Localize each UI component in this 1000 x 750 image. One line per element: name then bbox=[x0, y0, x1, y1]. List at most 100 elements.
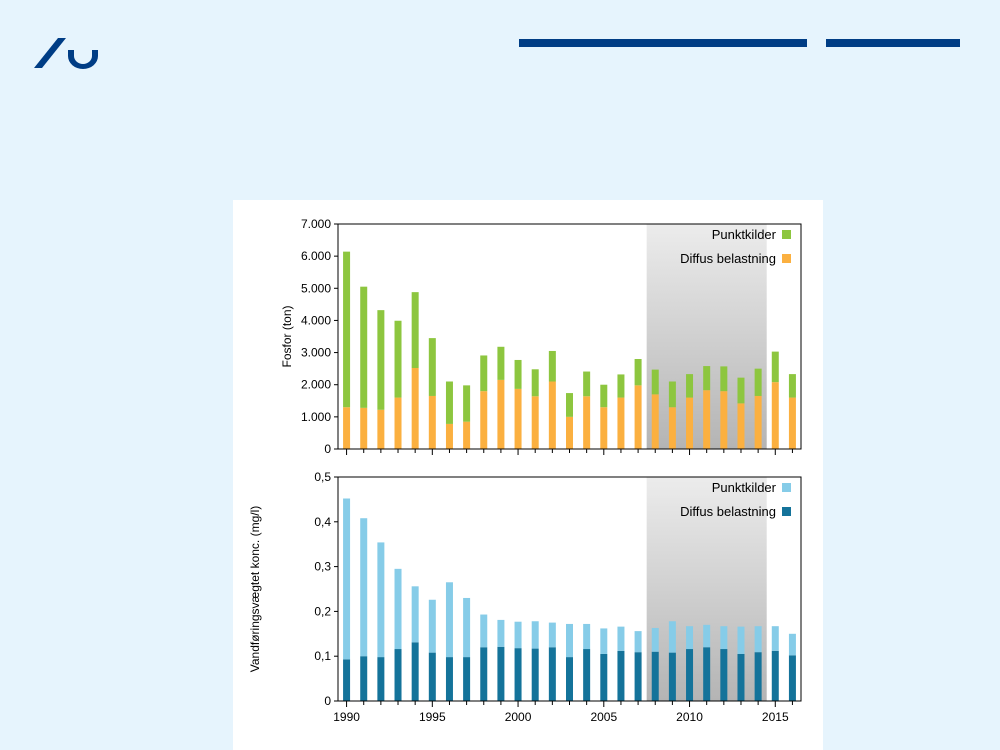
konc-bar-punktkilder bbox=[754, 626, 762, 653]
fosfor-ytick-label: 3.000 bbox=[301, 346, 331, 360]
konc-bar-punktkilder bbox=[411, 586, 419, 643]
konc-bar-punktkilder bbox=[566, 623, 573, 658]
fosfor-bar-diffus bbox=[583, 396, 591, 449]
fosfor-bar-punktkilder bbox=[394, 320, 402, 398]
konc-bar-punktkilder bbox=[617, 626, 625, 651]
fosfor-bar-diffus bbox=[497, 379, 505, 449]
fosfor-bar-diffus bbox=[651, 394, 659, 449]
konc-bar-diffus bbox=[668, 652, 676, 701]
fosfor-legend-label: Diffus belastning bbox=[680, 251, 776, 266]
header-decoration-bar-long bbox=[519, 39, 807, 47]
konc-bar-diffus bbox=[360, 656, 368, 701]
fosfor-bar-diffus bbox=[411, 368, 419, 449]
concentration-chart: 0 0,1 0,2 0,3 0,4 0,5 1990 1995 2000 2005 2010 2015… bbox=[248, 470, 802, 724]
konc-bar-punktkilder bbox=[720, 626, 728, 650]
fosfor-bar-diffus bbox=[445, 423, 453, 449]
fosfor-bar-diffus bbox=[514, 388, 522, 449]
konc-bar-diffus bbox=[737, 653, 745, 701]
fosfor-bar-diffus bbox=[703, 390, 711, 449]
konc-bar-punktkilder bbox=[377, 542, 385, 658]
konc-bar-diffus bbox=[754, 652, 762, 701]
konc-ytick-label: 0,2 bbox=[314, 604, 331, 618]
konc-bar-diffus bbox=[394, 649, 402, 701]
fosfor-bar-punktkilder bbox=[634, 359, 642, 386]
fosfor-bar-punktkilder bbox=[548, 350, 556, 382]
fosfor-bar-punktkilder bbox=[771, 351, 779, 383]
konc-bar-diffus bbox=[788, 655, 796, 701]
konc-ytick-label: 0,3 bbox=[314, 560, 331, 574]
fosfor-ytick-label: 5.000 bbox=[301, 281, 331, 295]
fosfor-bar-punktkilder bbox=[788, 374, 796, 398]
konc-bar-diffus bbox=[583, 649, 591, 701]
fosfor-legend-swatch bbox=[782, 254, 791, 263]
konc-bar-diffus bbox=[377, 657, 385, 701]
fosfor-chart: 0 1.000 2.000 3.000 4.000 5.000 6.000 7.000 Fosf… bbox=[280, 217, 802, 456]
konc-ylabel: Vandføringsvægtet konc. (mg/l) bbox=[248, 506, 262, 673]
au-logo-icon bbox=[34, 38, 98, 69]
fosfor-ytick-label: 1.000 bbox=[301, 410, 331, 424]
fosfor-bar-diffus bbox=[360, 407, 368, 449]
konc-bar-punktkilder bbox=[497, 619, 505, 647]
figure-panel: 0 1.000 2.000 3.000 4.000 5.000 6.000 7.000 Fosf… bbox=[233, 200, 823, 750]
konc-ytick-label: 0,4 bbox=[314, 515, 331, 529]
fosfor-bar-diffus bbox=[480, 391, 488, 449]
konc-bar-diffus bbox=[686, 649, 694, 701]
konc-bar-punktkilder bbox=[668, 621, 676, 653]
konc-bar-diffus bbox=[514, 648, 522, 701]
fosfor-bar-punktkilder bbox=[686, 374, 694, 398]
konc-bar-diffus bbox=[651, 651, 659, 701]
fosfor-bar-punktkilder bbox=[411, 292, 419, 368]
fosfor-bar-punktkilder bbox=[583, 371, 591, 397]
fosfor-bar-punktkilder bbox=[566, 393, 573, 417]
fosfor-bar-punktkilder bbox=[360, 286, 368, 408]
fosfor-bar-diffus bbox=[566, 416, 573, 449]
konc-xtick-label: 2010 bbox=[676, 710, 703, 724]
konc-bar-diffus bbox=[411, 642, 419, 701]
fosfor-bar-punktkilder bbox=[737, 377, 745, 404]
fosfor-legend-swatch bbox=[782, 230, 791, 239]
fosfor-bar-diffus bbox=[377, 409, 385, 449]
konc-xtick-label: 1990 bbox=[333, 710, 360, 724]
fosfor-bar-punktkilder bbox=[343, 251, 351, 408]
konc-bar-diffus bbox=[600, 653, 608, 701]
konc-bar-punktkilder bbox=[548, 622, 556, 648]
fosfor-bar-diffus bbox=[668, 407, 676, 449]
konc-bar-diffus bbox=[771, 650, 779, 701]
fosfor-bar-punktkilder bbox=[497, 346, 505, 380]
fosfor-bar-punktkilder bbox=[463, 385, 471, 422]
phosphorus-charts-figure: 0 1.000 2.000 3.000 4.000 5.000 6.000 7.000 Fosf… bbox=[248, 217, 802, 724]
konc-bar-diffus bbox=[634, 652, 642, 701]
au-logo bbox=[34, 36, 102, 70]
konc-bar-punktkilder bbox=[480, 614, 488, 648]
fosfor-bar-punktkilder bbox=[703, 366, 711, 391]
fosfor-bar-diffus bbox=[343, 407, 351, 449]
fosfor-bar-diffus bbox=[737, 403, 745, 449]
fosfor-bar-diffus bbox=[720, 391, 728, 449]
konc-xtick-label: 2015 bbox=[762, 710, 789, 724]
fosfor-bar-diffus bbox=[634, 385, 642, 449]
konc-bar-punktkilder bbox=[343, 498, 351, 660]
konc-legend-label: Punktkilder bbox=[712, 480, 777, 495]
fosfor-bar-diffus bbox=[754, 395, 762, 449]
konc-legend-label: Diffus belastning bbox=[680, 504, 776, 519]
fosfor-bar-punktkilder bbox=[617, 374, 625, 398]
fosfor-bar-punktkilder bbox=[514, 359, 522, 389]
konc-bar-diffus bbox=[343, 659, 351, 701]
fosfor-bar-punktkilder bbox=[651, 369, 659, 395]
fosfor-ytick-label: 7.000 bbox=[301, 217, 331, 231]
konc-ytick-label: 0,5 bbox=[314, 470, 331, 484]
konc-ytick-label: 0 bbox=[324, 694, 331, 708]
fosfor-ylabel: Fosfor (ton) bbox=[280, 305, 294, 367]
konc-legend-swatch bbox=[782, 507, 791, 516]
fosfor-legend-label: Punktkilder bbox=[712, 227, 777, 242]
konc-bar-punktkilder bbox=[583, 623, 591, 650]
konc-bar-punktkilder bbox=[771, 626, 779, 651]
fosfor-bar-diffus bbox=[548, 381, 556, 449]
konc-bar-punktkilder bbox=[514, 621, 522, 649]
fosfor-bar-diffus bbox=[771, 382, 779, 449]
konc-bar-punktkilder bbox=[634, 631, 642, 653]
konc-bar-diffus bbox=[703, 647, 711, 701]
konc-bar-punktkilder bbox=[703, 624, 711, 648]
konc-bar-punktkilder bbox=[463, 597, 471, 658]
konc-xtick-label: 2000 bbox=[505, 710, 532, 724]
